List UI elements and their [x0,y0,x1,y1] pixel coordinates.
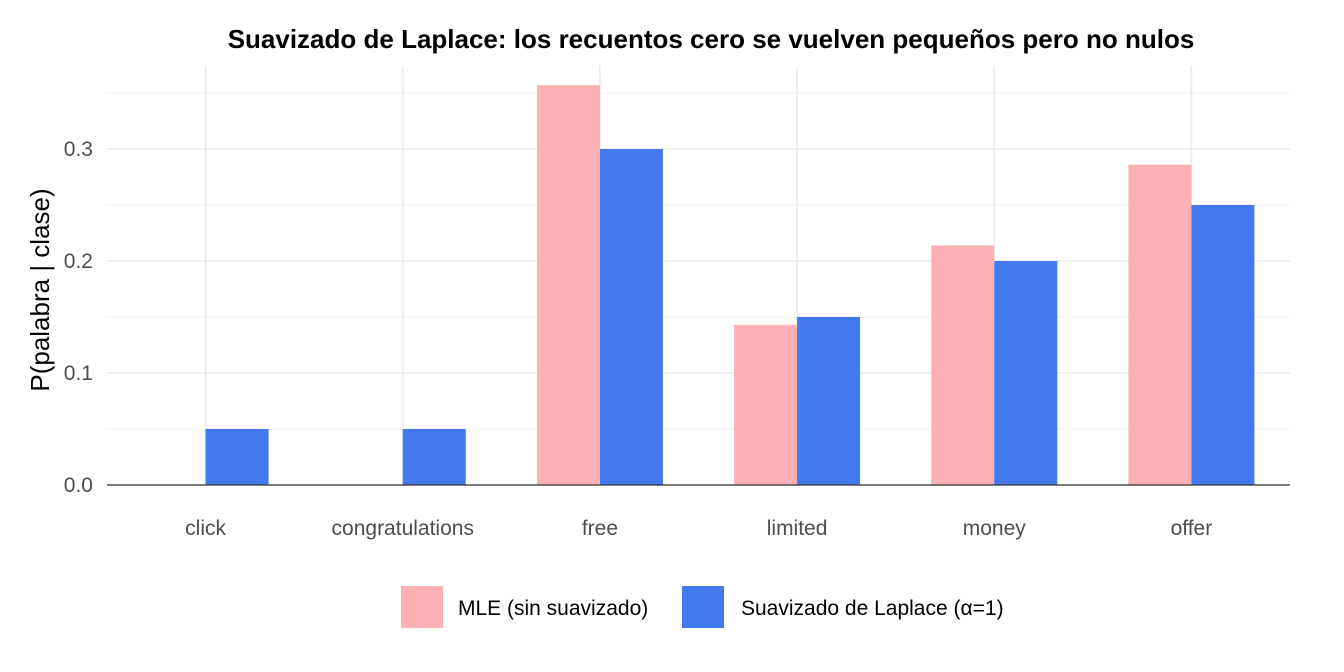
x-tick-label: click [185,517,226,540]
x-tick-label: free [582,517,618,540]
legend-key [401,586,443,628]
bar [599,149,663,485]
chart-title: Suavizado de Laplace: los recuentos cero… [228,24,1195,54]
legend-label: Suavizado de Laplace (α=1) [741,597,1004,620]
bar [205,429,269,485]
y-tick-label: 0.1 [64,362,93,385]
y-tick-label: 0.0 [64,474,93,497]
x-tick-label: offer [1171,517,1213,540]
bar [994,261,1058,485]
grid [107,66,1290,486]
y-tick-labels: 0.0 0.1 0.2 0.3 [64,138,93,497]
bar [931,245,995,485]
legend-key [682,586,724,628]
bars [205,85,1255,485]
bar [797,317,861,485]
bar [1128,164,1192,485]
bar [1191,205,1255,485]
y-tick-label: 0.3 [64,138,93,161]
legend: MLE (sin suavizado) Suavizado de Laplace … [401,586,1004,628]
x-tick-labels: click congratulations free limited money offe… [185,517,1212,540]
x-tick-label: money [963,517,1027,540]
bar [536,85,600,485]
y-axis-title: P(palabra | clase) [25,188,55,391]
x-tick-label: congratulations [332,517,474,540]
y-tick-label: 0.2 [64,250,93,273]
legend-label: MLE (sin suavizado) [458,597,648,620]
x-tick-label: limited [767,517,828,540]
bar [402,429,466,485]
bar [734,324,798,485]
